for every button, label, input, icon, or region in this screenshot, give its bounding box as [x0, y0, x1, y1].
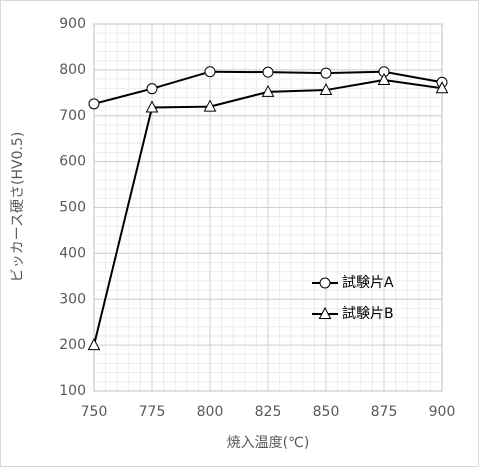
data-point	[377, 72, 391, 85]
y-tick-label: 300	[59, 291, 86, 307]
y-tick-label: 100	[59, 383, 86, 399]
data-point	[262, 66, 274, 78]
data-point	[319, 82, 333, 96]
x-axis-label: 焼入温度(℃)	[227, 435, 310, 451]
data-point	[320, 67, 332, 79]
x-tick-label: 825	[255, 404, 282, 420]
data-point	[87, 338, 101, 351]
legend-marker	[318, 306, 332, 319]
data-point	[204, 66, 216, 78]
y-tick-label: 600	[59, 154, 86, 170]
y-tick-label: 400	[59, 245, 86, 261]
legend-marker	[319, 277, 331, 289]
data-point	[261, 84, 275, 97]
data-point	[145, 100, 159, 113]
y-tick-label: 500	[59, 200, 86, 216]
data-point	[88, 98, 100, 110]
data-point	[435, 81, 449, 94]
x-tick-label: 850	[313, 404, 340, 420]
plot-border	[93, 23, 443, 392]
x-tick-label: 750	[81, 404, 108, 420]
x-tick-label: 875	[371, 404, 398, 420]
y-tick-label: 700	[59, 108, 86, 124]
data-point	[203, 99, 217, 112]
y-axis-label: ビッカース硬さ(HV0.5)	[10, 132, 26, 283]
data-point	[146, 83, 158, 95]
x-tick-label: 775	[139, 404, 166, 420]
x-tick-label: 800	[197, 404, 224, 420]
legend-label: 試験片B	[342, 306, 394, 322]
y-tick-label: 900	[59, 16, 86, 32]
x-tick-label: 900	[429, 404, 456, 420]
y-tick-label: 200	[59, 337, 86, 353]
y-tick-label: 800	[59, 62, 86, 78]
legend-label: 試験片A	[342, 275, 394, 291]
